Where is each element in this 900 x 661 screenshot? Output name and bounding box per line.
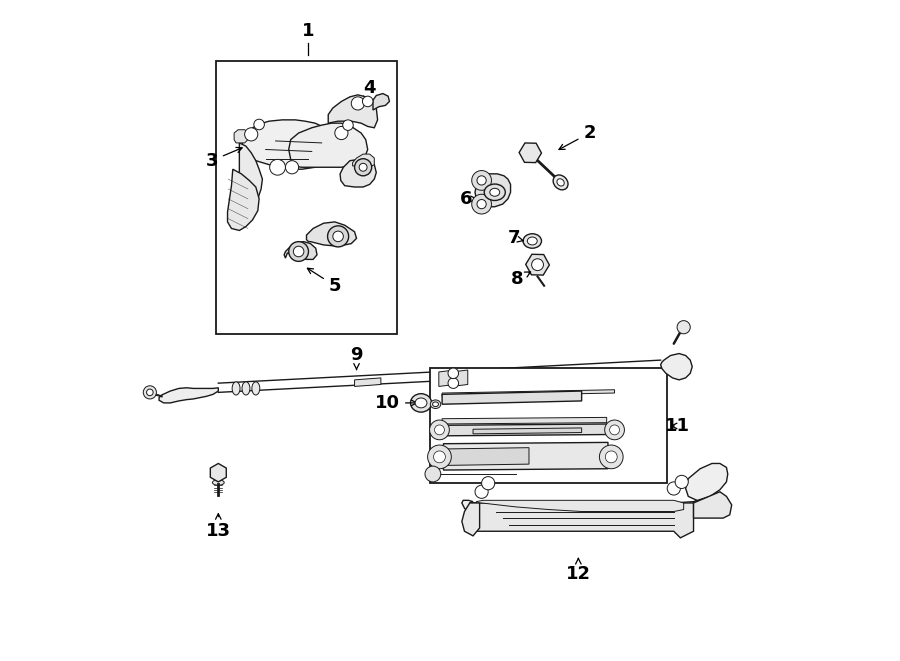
- Circle shape: [472, 171, 491, 190]
- Polygon shape: [159, 388, 219, 403]
- Circle shape: [472, 194, 491, 214]
- Ellipse shape: [415, 398, 427, 408]
- Circle shape: [475, 485, 488, 498]
- Circle shape: [359, 163, 367, 171]
- Polygon shape: [476, 500, 684, 512]
- Polygon shape: [439, 370, 454, 387]
- Polygon shape: [462, 503, 480, 536]
- Ellipse shape: [523, 234, 542, 249]
- Polygon shape: [444, 424, 611, 436]
- Polygon shape: [444, 442, 608, 470]
- Circle shape: [482, 477, 495, 490]
- Polygon shape: [442, 390, 615, 397]
- Ellipse shape: [232, 382, 240, 395]
- Ellipse shape: [252, 382, 260, 395]
- Circle shape: [143, 386, 157, 399]
- Polygon shape: [228, 169, 259, 231]
- Circle shape: [254, 119, 265, 130]
- Circle shape: [448, 368, 459, 379]
- Ellipse shape: [484, 184, 505, 200]
- Circle shape: [532, 258, 544, 270]
- Circle shape: [675, 475, 688, 488]
- Polygon shape: [473, 428, 581, 434]
- Circle shape: [343, 120, 353, 130]
- Polygon shape: [307, 222, 356, 247]
- Text: 1: 1: [302, 22, 315, 40]
- Circle shape: [477, 200, 486, 209]
- Circle shape: [434, 451, 446, 463]
- Text: 3: 3: [205, 147, 242, 170]
- Text: 9: 9: [350, 346, 363, 369]
- Polygon shape: [353, 154, 374, 167]
- Circle shape: [270, 159, 285, 175]
- Polygon shape: [355, 378, 381, 387]
- Polygon shape: [470, 503, 694, 538]
- Polygon shape: [462, 463, 728, 518]
- Text: 4: 4: [364, 79, 376, 102]
- Polygon shape: [694, 492, 732, 518]
- Polygon shape: [452, 370, 468, 387]
- Polygon shape: [239, 120, 338, 169]
- Text: 13: 13: [206, 514, 230, 540]
- Circle shape: [245, 128, 257, 141]
- Text: 5: 5: [308, 268, 341, 295]
- Ellipse shape: [554, 175, 568, 190]
- Polygon shape: [340, 159, 376, 187]
- Circle shape: [609, 425, 619, 435]
- Circle shape: [477, 176, 486, 185]
- Circle shape: [429, 420, 449, 440]
- Circle shape: [147, 389, 153, 396]
- Circle shape: [335, 126, 348, 139]
- Bar: [430, 368, 667, 483]
- Polygon shape: [444, 447, 529, 465]
- Ellipse shape: [527, 237, 537, 245]
- Circle shape: [351, 97, 364, 110]
- Text: 12: 12: [566, 559, 591, 583]
- Ellipse shape: [430, 400, 441, 408]
- Ellipse shape: [242, 382, 250, 395]
- Text: 7: 7: [508, 229, 523, 247]
- Bar: [216, 61, 397, 334]
- Circle shape: [333, 231, 344, 242]
- Circle shape: [355, 159, 372, 176]
- Polygon shape: [373, 94, 390, 110]
- Circle shape: [606, 451, 617, 463]
- Circle shape: [425, 466, 441, 482]
- Circle shape: [448, 378, 459, 389]
- Circle shape: [667, 482, 680, 495]
- Ellipse shape: [433, 402, 438, 407]
- Ellipse shape: [490, 188, 500, 196]
- Circle shape: [677, 321, 690, 334]
- Text: 11: 11: [664, 417, 689, 435]
- Polygon shape: [442, 391, 581, 405]
- Circle shape: [363, 96, 373, 106]
- Polygon shape: [238, 143, 263, 212]
- Circle shape: [328, 226, 348, 247]
- Circle shape: [289, 242, 309, 261]
- Polygon shape: [289, 123, 368, 167]
- Polygon shape: [475, 174, 510, 207]
- Polygon shape: [661, 354, 692, 380]
- Ellipse shape: [410, 394, 432, 412]
- Ellipse shape: [557, 178, 564, 186]
- Polygon shape: [234, 130, 249, 143]
- Text: 2: 2: [559, 124, 596, 149]
- Circle shape: [435, 425, 445, 435]
- Circle shape: [599, 445, 623, 469]
- Circle shape: [428, 445, 451, 469]
- Circle shape: [293, 247, 304, 256]
- Polygon shape: [328, 95, 378, 128]
- Ellipse shape: [212, 480, 224, 485]
- Circle shape: [605, 420, 625, 440]
- Circle shape: [285, 161, 299, 174]
- Text: 8: 8: [511, 270, 531, 288]
- Text: 6: 6: [460, 190, 478, 208]
- Polygon shape: [442, 417, 607, 424]
- Polygon shape: [284, 242, 317, 259]
- Text: 10: 10: [375, 394, 417, 412]
